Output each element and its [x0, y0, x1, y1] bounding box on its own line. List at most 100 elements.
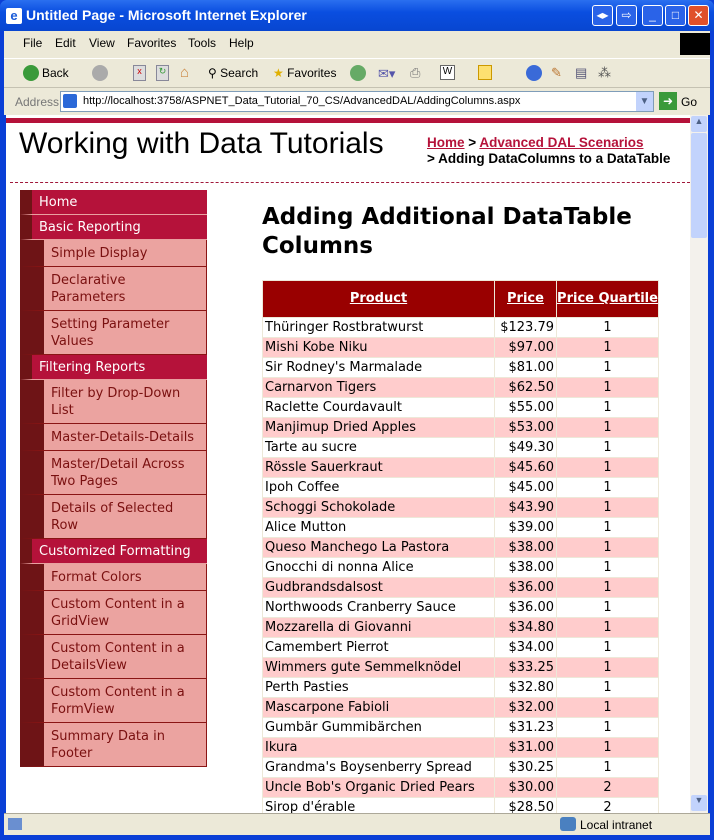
maximize-button[interactable]: □: [665, 5, 686, 26]
forward-icon[interactable]: [92, 65, 108, 81]
price-cell: $31.00: [494, 737, 557, 758]
menu-help[interactable]: Help: [229, 36, 254, 50]
sidebar-item[interactable]: Home: [20, 190, 207, 215]
price-cell: $28.50: [494, 797, 557, 813]
table-row: Gumbär Gummibärchen $31.23 1: [262, 717, 659, 738]
table-row: Ikura $31.00 1: [262, 737, 659, 758]
sidebar-item[interactable]: Custom Content in a DetailsView: [20, 635, 207, 679]
sidebar-item[interactable]: Summary Data in Footer: [20, 723, 207, 767]
quartile-cell: 1: [556, 757, 659, 778]
price-cell: $38.00: [494, 537, 557, 558]
print-icon[interactable]: ⎙: [410, 65, 421, 80]
back-button[interactable]: Back: [42, 66, 69, 80]
sidebar-item[interactable]: Declarative Parameters: [20, 267, 207, 311]
edit-word-icon[interactable]: W: [440, 65, 455, 80]
header-divider: [10, 182, 690, 183]
sidebar-item[interactable]: Simple Display: [20, 240, 207, 267]
product-cell: Queso Manchego La Pastora: [262, 537, 495, 558]
price-cell: $31.23: [494, 717, 557, 738]
ie-extra2-icon[interactable]: ⇨: [616, 5, 637, 26]
column-header-product[interactable]: Product: [262, 280, 495, 318]
address-dropdown-icon[interactable]: ▼: [636, 92, 653, 111]
menu-favorites[interactable]: Favorites: [127, 36, 177, 50]
sidebar-item[interactable]: Filtering Reports: [20, 355, 207, 380]
table-row: Camembert Pierrot $34.00 1: [262, 637, 659, 658]
product-cell: Gumbär Gummibärchen: [262, 717, 495, 738]
breadcrumb-section[interactable]: Advanced DAL Scenarios: [479, 135, 644, 150]
back-icon[interactable]: [23, 65, 39, 81]
sidebar-item[interactable]: Custom Content in a FormView: [20, 679, 207, 723]
bluetooth-icon[interactable]: ⁂: [598, 65, 611, 80]
intranet-icon: [560, 817, 576, 831]
star-icon: ★: [273, 66, 288, 80]
product-cell: Gnocchi di nonna Alice: [262, 557, 495, 578]
quartile-cell: 1: [556, 357, 659, 378]
sidebar-item[interactable]: Custom Content in a GridView: [20, 591, 207, 635]
menu-edit[interactable]: Edit: [55, 36, 76, 50]
minimize-button[interactable]: _: [642, 5, 663, 26]
go-icon[interactable]: ➜: [659, 92, 677, 110]
quartile-cell: 1: [556, 437, 659, 458]
sidebar-item[interactable]: Customized Formatting: [20, 539, 207, 564]
quartile-cell: 2: [556, 797, 659, 813]
vertical-scrollbar[interactable]: ▲ ▼: [690, 115, 708, 813]
product-cell: Uncle Bob's Organic Dried Pears: [262, 777, 495, 798]
favorites-button[interactable]: ★ Favorites: [273, 66, 336, 80]
quartile-cell: 1: [556, 557, 659, 578]
history-icon[interactable]: [350, 65, 366, 81]
address-input[interactable]: http://localhost:3758/ASPNET_Data_Tutori…: [60, 91, 654, 112]
go-button[interactable]: Go: [681, 95, 698, 109]
mail-icon[interactable]: ✉▾: [378, 66, 396, 81]
sort-product-link[interactable]: Product: [349, 291, 408, 306]
sort-price-link[interactable]: Price: [507, 291, 544, 306]
tool-icon[interactable]: ▤: [575, 65, 588, 80]
menu-tools[interactable]: Tools: [188, 36, 217, 50]
product-cell: Raclette Courdavault: [262, 397, 495, 418]
sidebar-item[interactable]: Filter by Drop-Down List: [20, 380, 207, 424]
menu-view[interactable]: View: [89, 36, 115, 50]
product-cell: Manjimup Dried Apples: [262, 417, 495, 438]
quartile-cell: 1: [556, 577, 659, 598]
product-cell: Gudbrandsdalsost: [262, 577, 495, 598]
search-button[interactable]: ⚲ Search: [208, 66, 258, 80]
sidebar-item[interactable]: Basic Reporting: [20, 215, 207, 240]
table-row: Tarte au sucre $49.30 1: [262, 437, 659, 458]
column-header-quartile[interactable]: Price Quartile: [556, 280, 659, 318]
stop-icon[interactable]: x: [133, 65, 146, 81]
menu-file[interactable]: File: [23, 36, 43, 50]
ie-extra-icon[interactable]: ◂▸: [592, 5, 613, 26]
sidebar-item[interactable]: Master/Detail Across Two Pages: [20, 451, 207, 495]
sidebar-item[interactable]: Details of Selected Row: [20, 495, 207, 539]
sort-quartile-link[interactable]: Price Quartile: [557, 291, 658, 306]
sidebar-nav: Home Basic Reporting Simple Display Declara…: [20, 190, 207, 767]
quartile-cell: 1: [556, 317, 659, 338]
quartile-cell: 1: [556, 337, 659, 358]
price-cell: $32.80: [494, 677, 557, 698]
sidebar-item[interactable]: Setting Parameter Values: [20, 311, 207, 355]
product-cell: Grandma's Boysenberry Spread: [262, 757, 495, 778]
product-cell: Thüringer Rostbratwurst: [262, 317, 495, 338]
scroll-thumb[interactable]: [691, 133, 707, 238]
price-cell: $43.90: [494, 497, 557, 518]
breadcrumb: Home > Advanced DAL Scenarios > Adding D…: [427, 135, 677, 167]
home-icon[interactable]: ⌂: [180, 64, 190, 81]
refresh-icon[interactable]: ↻: [156, 65, 169, 81]
table-row: Carnarvon Tigers $62.50 1: [262, 377, 659, 398]
scroll-up-icon[interactable]: ▲: [691, 116, 707, 132]
table-row: Thüringer Rostbratwurst $123.79 1: [262, 317, 659, 338]
research-icon[interactable]: ✎: [551, 65, 562, 80]
product-cell: Sir Rodney's Marmalade: [262, 357, 495, 378]
breadcrumb-home[interactable]: Home: [427, 135, 465, 150]
sidebar-item[interactable]: Format Colors: [20, 564, 207, 591]
sidebar-item[interactable]: Master-Details-Details: [20, 424, 207, 451]
search-icon: ⚲: [208, 66, 221, 80]
table-row: Northwoods Cranberry Sauce $36.00 1: [262, 597, 659, 618]
price-cell: $62.50: [494, 377, 557, 398]
table-row: Schoggi Schokolade $43.90 1: [262, 497, 659, 518]
column-header-price[interactable]: Price: [494, 280, 557, 318]
scroll-down-icon[interactable]: ▼: [691, 795, 707, 811]
close-button[interactable]: ✕: [688, 5, 709, 26]
messenger-icon[interactable]: [526, 65, 542, 81]
discuss-icon[interactable]: [478, 65, 492, 80]
table-row: Manjimup Dried Apples $53.00 1: [262, 417, 659, 438]
